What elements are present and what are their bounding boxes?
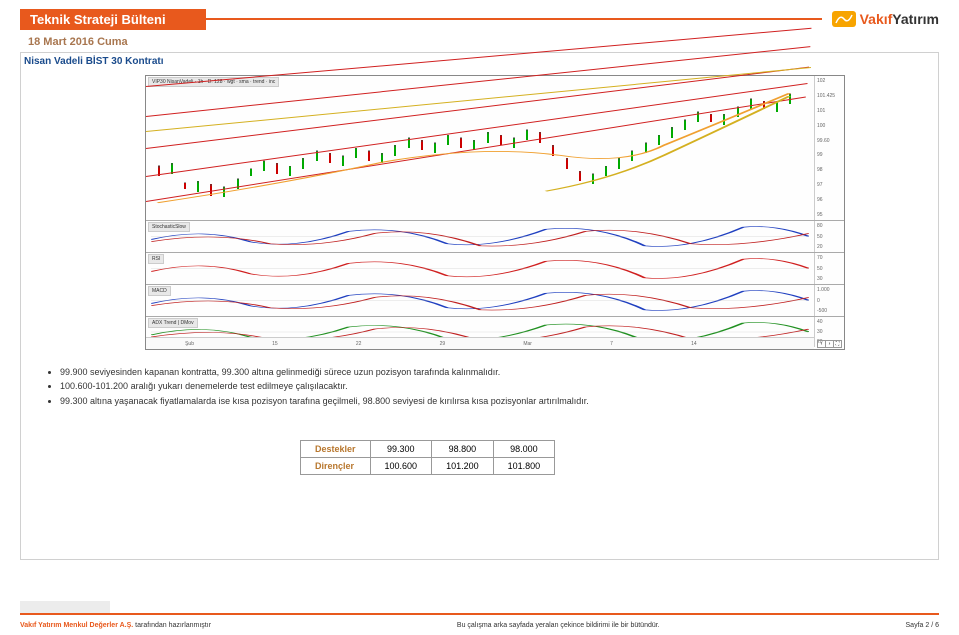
levels-row: Dirençler100.600101.200101.800 [301,458,555,475]
analysis-bullets: 99.900 seviyesinden kapanan kontratta, 9… [40,365,919,408]
header: Teknik Strateji Bülteni VakıfYatırım [20,8,939,30]
sma-curve [151,76,809,220]
footer-page-number: Sayfa 2 / 6 [906,622,939,629]
price-panel: VIP30 NisanVadeli · 1h · D: 128 · wgt · … [146,76,844,221]
logo-icon [832,11,856,27]
footer-disclaimer: Bu çalışma arka sayfada yeralan çekince … [457,622,660,629]
levels-value: 98.000 [493,441,555,458]
zoom-controls[interactable]: ‹ › ⛶ [817,340,842,348]
zoom-fit-icon[interactable]: ⛶ [834,341,841,347]
footer-prepared-by: tarafından hazırlanmıştır [133,622,211,629]
analysis-bullet: 100.600-101.200 aralığı yukarı denemeler… [60,379,919,393]
price-yticks: 102101.42510110099.609998979695 [814,76,844,220]
levels-value: 101.800 [493,458,555,475]
indicator-yticks: 1.0000-500 [814,285,844,316]
levels-table: Destekler99.30098.80098.000Dirençler100.… [300,440,555,475]
report-date: 18 Mart 2016 Cuma [28,36,128,48]
oscillator-line [151,285,809,316]
footer-sidebar-block [20,601,110,613]
logo-brand-b: Yatırım [892,11,939,27]
zoom-out-icon[interactable]: ‹ [818,341,826,347]
footer-company: Vakıf Yatırım Menkul Değerler A.Ş. [20,622,133,629]
indicator-yticks: 805020 [814,221,844,252]
indicator-panel-0: StochasticSlow805020 [146,221,844,253]
title-divider [206,18,822,20]
analysis-bullet: 99.300 altına yaşanacak fiyatlamalarda i… [60,394,919,408]
indicator-panel-1: RSI705030 [146,253,844,285]
footer-separator [20,613,939,615]
levels-label: Dirençler [301,458,371,475]
levels-value: 99.300 [370,441,432,458]
logo: VakıfYatırım [832,11,939,27]
levels-value: 100.600 [370,458,432,475]
indicator-panel-2: MACD1.0000-500 [146,285,844,317]
levels-value: 101.200 [432,458,494,475]
oscillator-line [151,253,809,284]
levels-value: 98.800 [432,441,494,458]
chart-xaxis: Şub152229Mar714 [146,337,814,349]
footer: Vakıf Yatırım Menkul Değerler A.Ş. taraf… [20,622,939,629]
indicator-yticks: 705030 [814,253,844,284]
analysis-bullet: 99.900 seviyesinden kapanan kontratta, 9… [60,365,919,379]
chart: VIP30 NisanVadeli · 1h · D: 128 · wgt · … [145,75,845,350]
page-title: Teknik Strateji Bülteni [20,9,206,30]
oscillator-line [151,221,809,252]
zoom-in-icon[interactable]: › [826,341,834,347]
levels-row: Destekler99.30098.80098.000 [301,441,555,458]
levels-label: Destekler [301,441,371,458]
logo-brand-a: Vakıf [860,11,893,27]
